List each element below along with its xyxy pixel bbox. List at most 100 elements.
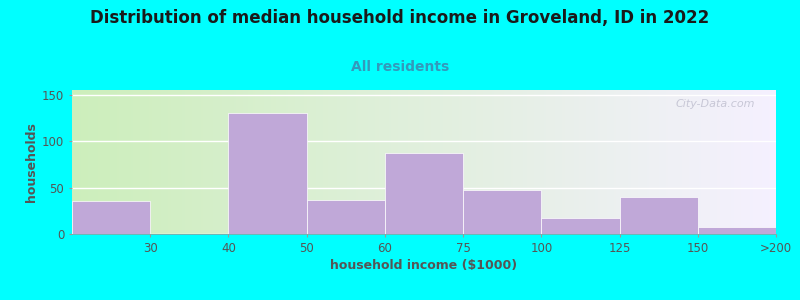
Bar: [77, 90, 79, 234]
Bar: [685, 90, 687, 234]
Bar: [215, 90, 218, 234]
Bar: [698, 90, 701, 234]
Bar: [731, 90, 734, 234]
Bar: [283, 90, 286, 234]
Bar: [666, 90, 668, 234]
Bar: [764, 90, 766, 234]
Bar: [238, 90, 241, 234]
Bar: [180, 90, 182, 234]
Bar: [635, 90, 638, 234]
Bar: [490, 90, 492, 234]
Bar: [86, 90, 89, 234]
Bar: [701, 90, 703, 234]
Bar: [762, 90, 764, 234]
Bar: [140, 90, 142, 234]
Bar: [492, 90, 494, 234]
Bar: [442, 90, 445, 234]
Bar: [333, 90, 335, 234]
Bar: [190, 90, 192, 234]
Bar: [487, 90, 490, 234]
Bar: [258, 90, 260, 234]
Bar: [253, 90, 255, 234]
Bar: [90, 90, 93, 234]
Bar: [642, 90, 645, 234]
Bar: [530, 90, 532, 234]
Bar: [537, 90, 539, 234]
Bar: [633, 90, 635, 234]
Bar: [382, 90, 384, 234]
Bar: [675, 90, 678, 234]
Bar: [663, 90, 666, 234]
Bar: [485, 90, 487, 234]
Bar: [520, 90, 522, 234]
Bar: [718, 90, 720, 234]
Bar: [250, 90, 253, 234]
Bar: [687, 90, 689, 234]
Bar: [426, 90, 429, 234]
Bar: [236, 90, 238, 234]
Bar: [647, 90, 650, 234]
Bar: [457, 90, 459, 234]
Bar: [532, 90, 534, 234]
Bar: [175, 90, 178, 234]
Bar: [661, 90, 663, 234]
Bar: [300, 90, 302, 234]
Bar: [753, 90, 755, 234]
Bar: [414, 90, 417, 234]
Bar: [220, 90, 222, 234]
Bar: [321, 90, 323, 234]
Bar: [326, 90, 328, 234]
Bar: [548, 90, 550, 234]
Bar: [758, 90, 759, 234]
Bar: [370, 90, 372, 234]
Bar: [385, 153, 463, 234]
Bar: [431, 90, 434, 234]
Bar: [445, 90, 447, 234]
Bar: [185, 90, 187, 234]
Bar: [680, 90, 682, 234]
Bar: [720, 90, 722, 234]
Text: All residents: All residents: [351, 60, 449, 74]
Bar: [579, 90, 582, 234]
Bar: [286, 90, 288, 234]
Bar: [471, 90, 474, 234]
Bar: [288, 90, 290, 234]
Bar: [474, 90, 476, 234]
Bar: [330, 90, 333, 234]
Bar: [706, 90, 708, 234]
Bar: [729, 90, 731, 234]
Bar: [618, 90, 621, 234]
Bar: [774, 90, 776, 234]
Bar: [337, 90, 339, 234]
Bar: [354, 90, 356, 234]
Bar: [542, 218, 619, 234]
Bar: [398, 90, 401, 234]
Bar: [734, 90, 736, 234]
Bar: [539, 90, 542, 234]
Bar: [511, 90, 513, 234]
Bar: [696, 90, 698, 234]
Bar: [623, 90, 626, 234]
Bar: [588, 90, 590, 234]
Bar: [290, 90, 293, 234]
Bar: [346, 90, 349, 234]
Bar: [626, 90, 628, 234]
Bar: [246, 90, 248, 234]
Bar: [102, 90, 105, 234]
Bar: [698, 226, 776, 234]
Bar: [372, 90, 374, 234]
Bar: [612, 90, 614, 234]
Bar: [210, 90, 213, 234]
Bar: [617, 90, 618, 234]
Bar: [72, 90, 74, 234]
Bar: [602, 90, 605, 234]
Bar: [628, 90, 630, 234]
Bar: [638, 90, 640, 234]
Bar: [743, 90, 746, 234]
Bar: [269, 90, 271, 234]
Bar: [391, 90, 394, 234]
Bar: [248, 90, 250, 234]
Bar: [293, 90, 295, 234]
Bar: [157, 90, 159, 234]
Bar: [126, 90, 128, 234]
